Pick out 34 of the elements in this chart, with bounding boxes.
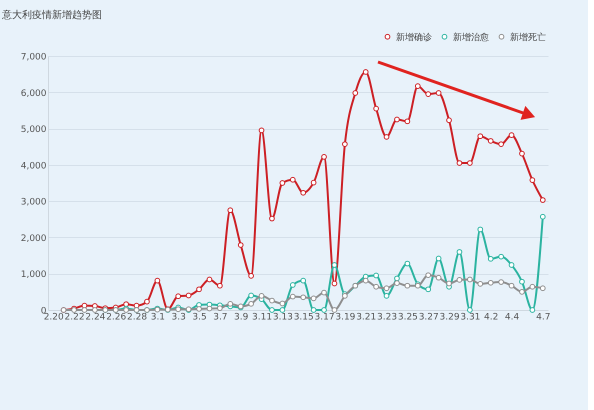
- x-tick-label: 2.28: [127, 312, 148, 322]
- x-tick-label: 3.23: [377, 312, 398, 322]
- x-tick-label: 3.29: [440, 312, 460, 322]
- x-tick-label: 3.5: [192, 312, 207, 322]
- y-tick-label: 2,000: [20, 234, 47, 244]
- x-tick-label: 3.19: [335, 312, 356, 322]
- x-tick-label: 3.15: [294, 312, 314, 322]
- x-tick-label: 3.9: [234, 312, 249, 322]
- y-tick-label: 7,000: [20, 52, 47, 62]
- y-tick-label: 1,000: [20, 270, 47, 280]
- x-tick-label: 3.17: [314, 312, 335, 322]
- chart-title: 意大利疫情新增趋势图: [1, 9, 102, 21]
- x-tick-label: 3.13: [272, 312, 293, 322]
- x-tick-label: 3.25: [398, 312, 418, 322]
- x-tick-label: 3.11: [252, 312, 272, 322]
- x-tick-label: 4.2: [484, 312, 498, 322]
- legend-label: 新增死亡: [510, 32, 546, 43]
- x-tick-label: 2.22: [64, 312, 85, 322]
- x-tick-label: 3.27: [418, 312, 439, 322]
- x-tick-label: 4.4: [504, 312, 520, 322]
- legend-label: 新增治愈: [453, 32, 489, 43]
- y-tick-label: 4,000: [20, 161, 47, 172]
- y-tick-label: 6,000: [20, 88, 47, 99]
- x-tick-label: 2.26: [106, 312, 126, 322]
- x-tick-label: 3.31: [460, 312, 480, 322]
- x-tick-label: 3.21: [356, 312, 376, 322]
- x-tick-label: 4.7: [536, 312, 550, 322]
- x-tick-label: 3.3: [172, 312, 186, 322]
- x-tick-label: 2.24: [85, 312, 106, 322]
- y-tick-label: 3,000: [20, 198, 47, 208]
- y-tick-label: 5,000: [20, 125, 47, 136]
- x-tick-label: 3.1: [150, 312, 166, 322]
- legend-label: 新增确诊: [396, 32, 432, 43]
- x-tick-label: 3.7: [213, 312, 228, 322]
